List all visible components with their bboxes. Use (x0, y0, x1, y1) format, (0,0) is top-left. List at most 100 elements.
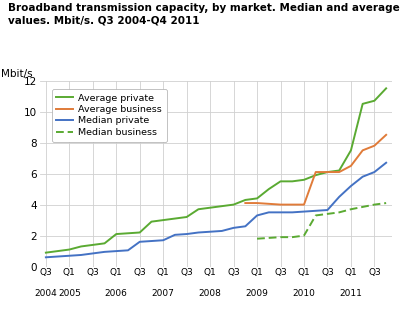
Average private (313, 173, 318, 177)
Median private (67, 254, 72, 258)
Median private (325, 208, 330, 212)
Average private (337, 169, 342, 172)
Legend: Average private, Average business, Median private, Median business: Average private, Average business, Media… (52, 89, 167, 142)
Average business (325, 170, 330, 174)
Average business (278, 203, 283, 206)
Average private (348, 148, 353, 152)
Median private (126, 249, 130, 252)
Text: 2010: 2010 (292, 289, 316, 298)
Average private (102, 241, 107, 245)
Average business (266, 202, 271, 206)
Average private (302, 178, 306, 182)
Average private (55, 249, 60, 253)
Median private (278, 210, 283, 214)
Median private (149, 239, 154, 243)
Median private (114, 249, 119, 253)
Text: 2005: 2005 (58, 289, 81, 298)
Average business (313, 170, 318, 174)
Average private (137, 231, 142, 234)
Text: 2011: 2011 (340, 289, 362, 298)
Median business (337, 210, 342, 214)
Average business (360, 148, 365, 152)
Median business (360, 205, 365, 209)
Median private (196, 231, 201, 234)
Median private (208, 230, 212, 234)
Median business (313, 214, 318, 217)
Average private (67, 248, 72, 251)
Median business (278, 235, 283, 239)
Median private (348, 184, 353, 188)
Average business (302, 203, 306, 206)
Median private (220, 229, 224, 233)
Median business (348, 207, 353, 211)
Text: 2009: 2009 (246, 289, 268, 298)
Average private (220, 204, 224, 208)
Median business (266, 236, 271, 240)
Median private (255, 214, 260, 217)
Line: Average private: Average private (46, 88, 386, 253)
Median private (302, 210, 306, 213)
Median private (360, 175, 365, 179)
Median private (384, 161, 388, 165)
Median private (102, 250, 107, 254)
Average private (149, 220, 154, 224)
Average private (243, 198, 248, 202)
Average business (348, 164, 353, 168)
Average private (172, 217, 177, 220)
Median private (184, 232, 189, 236)
Median private (172, 233, 177, 237)
Median business (290, 235, 295, 239)
Median private (372, 170, 377, 174)
Median private (161, 238, 166, 242)
Average business (372, 144, 377, 148)
Average private (114, 232, 119, 236)
Median private (44, 255, 48, 259)
Average private (255, 197, 260, 200)
Median business (372, 203, 377, 206)
Median private (266, 210, 271, 214)
Median private (55, 255, 60, 259)
Text: 2004: 2004 (34, 289, 57, 298)
Average business (243, 201, 248, 205)
Average private (231, 203, 236, 206)
Average private (90, 243, 95, 247)
Median private (231, 226, 236, 230)
Average private (196, 207, 201, 211)
Line: Median private: Median private (46, 163, 386, 257)
Average private (360, 102, 365, 106)
Median business (255, 237, 260, 241)
Average private (161, 218, 166, 222)
Text: Mbit/s: Mbit/s (1, 69, 33, 79)
Median private (243, 224, 248, 228)
Median business (302, 234, 306, 237)
Average private (290, 179, 295, 183)
Average business (337, 170, 342, 174)
Median business (325, 212, 330, 216)
Average business (384, 133, 388, 137)
Text: 2007: 2007 (152, 289, 175, 298)
Average private (278, 179, 283, 183)
Average private (126, 231, 130, 235)
Average business (255, 201, 260, 205)
Text: 2008: 2008 (199, 289, 222, 298)
Average private (266, 187, 271, 191)
Text: 2006: 2006 (105, 289, 128, 298)
Median private (290, 210, 295, 214)
Median private (137, 240, 142, 244)
Line: Median business: Median business (257, 203, 386, 239)
Average private (184, 215, 189, 219)
Median private (313, 209, 318, 213)
Average private (208, 206, 212, 210)
Line: Average business: Average business (245, 135, 386, 205)
Median private (79, 253, 84, 257)
Median private (90, 252, 95, 255)
Average business (290, 203, 295, 206)
Average private (384, 86, 388, 90)
Text: Broadband transmission capacity, by market. Median and average
values. Mbit/s. Q: Broadband transmission capacity, by mark… (8, 3, 400, 25)
Average private (325, 170, 330, 174)
Average private (79, 245, 84, 248)
Average private (44, 251, 48, 255)
Median private (337, 195, 342, 199)
Median business (384, 201, 388, 205)
Average private (372, 99, 377, 103)
